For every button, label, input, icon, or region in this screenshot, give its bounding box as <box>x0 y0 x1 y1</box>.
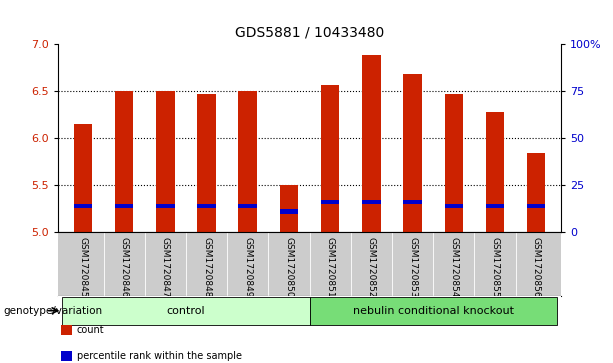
Bar <box>527 204 546 208</box>
Text: GSM1720850: GSM1720850 <box>284 237 294 298</box>
Bar <box>362 55 381 232</box>
Text: GSM1720845: GSM1720845 <box>78 237 88 298</box>
Bar <box>280 209 299 214</box>
Text: GSM1720846: GSM1720846 <box>120 237 129 298</box>
Text: GSM1720849: GSM1720849 <box>243 237 253 298</box>
Bar <box>403 200 422 204</box>
Bar <box>444 204 463 208</box>
Bar <box>197 94 216 232</box>
Bar <box>485 204 504 208</box>
Text: GSM1720854: GSM1720854 <box>449 237 459 298</box>
Bar <box>321 200 340 204</box>
Bar <box>74 124 92 232</box>
Text: GSM1720855: GSM1720855 <box>490 237 500 298</box>
FancyBboxPatch shape <box>63 297 310 325</box>
Text: count: count <box>77 325 104 335</box>
Bar <box>238 91 257 232</box>
Text: GSM1720856: GSM1720856 <box>531 237 541 298</box>
FancyBboxPatch shape <box>310 297 557 325</box>
Bar <box>74 204 92 208</box>
Bar <box>485 113 504 232</box>
Text: GSM1720852: GSM1720852 <box>367 237 376 298</box>
Bar <box>403 74 422 232</box>
Text: GSM1720853: GSM1720853 <box>408 237 417 298</box>
Text: GSM1720848: GSM1720848 <box>202 237 211 298</box>
Text: genotype/variation: genotype/variation <box>3 306 102 316</box>
Bar <box>527 153 546 232</box>
Title: GDS5881 / 10433480: GDS5881 / 10433480 <box>235 26 384 40</box>
Bar <box>197 204 216 208</box>
Bar <box>238 204 257 208</box>
Text: nebulin conditional knockout: nebulin conditional knockout <box>352 306 514 316</box>
Text: GSM1720847: GSM1720847 <box>161 237 170 298</box>
Text: GSM1720851: GSM1720851 <box>326 237 335 298</box>
Bar <box>362 200 381 204</box>
Bar <box>444 94 463 232</box>
Text: control: control <box>167 306 205 316</box>
Bar <box>321 85 340 232</box>
Bar <box>280 185 299 232</box>
Bar <box>115 91 134 232</box>
Bar <box>156 91 175 232</box>
Bar <box>156 204 175 208</box>
Bar <box>115 204 134 208</box>
Text: percentile rank within the sample: percentile rank within the sample <box>77 351 242 361</box>
